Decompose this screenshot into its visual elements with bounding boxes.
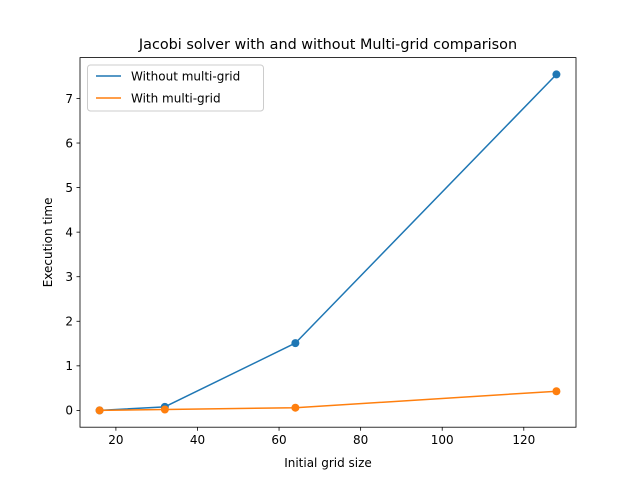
- data-point: [291, 339, 300, 348]
- legend-label: With multi-grid: [131, 91, 221, 105]
- data-point: [95, 406, 104, 415]
- data-point: [552, 70, 561, 79]
- legend-label: Without multi-grid: [131, 69, 240, 83]
- y-tick-label: 0: [65, 404, 73, 418]
- data-point: [291, 403, 300, 412]
- y-tick-label: 3: [65, 270, 73, 284]
- series-line-0: [98, 73, 558, 412]
- x-axis-label: Initial grid size: [284, 456, 372, 470]
- x-tick-label: 100: [431, 433, 454, 447]
- x-tick-label: 120: [512, 433, 535, 447]
- chart-title: Jacobi solver with and without Multi-gri…: [138, 37, 517, 53]
- y-tick-label: 2: [65, 315, 73, 329]
- y-axis-label: Execution time: [41, 197, 55, 287]
- y-tick-label: 7: [65, 92, 73, 106]
- x-tick-label: 80: [353, 433, 368, 447]
- plot-area: [95, 70, 561, 415]
- x-tick-label: 60: [271, 433, 286, 447]
- x-tick-label: 20: [108, 433, 123, 447]
- y-tick-label: 5: [65, 181, 73, 195]
- data-point: [160, 405, 169, 414]
- x-tick-label: 40: [190, 433, 205, 447]
- legend: Without multi-grid With multi-grid: [87, 64, 264, 112]
- y-tick-label: 1: [65, 359, 73, 373]
- axes-frame: [79, 57, 577, 428]
- legend-box: [87, 64, 264, 112]
- axis-ticks: 20 40 60 80 100 120 0 1 2 3 4 5 6 7: [65, 92, 535, 447]
- y-tick-label: 4: [65, 225, 73, 239]
- data-point: [552, 387, 561, 396]
- series-line-1: [98, 390, 558, 412]
- y-tick-label: 6: [65, 136, 73, 150]
